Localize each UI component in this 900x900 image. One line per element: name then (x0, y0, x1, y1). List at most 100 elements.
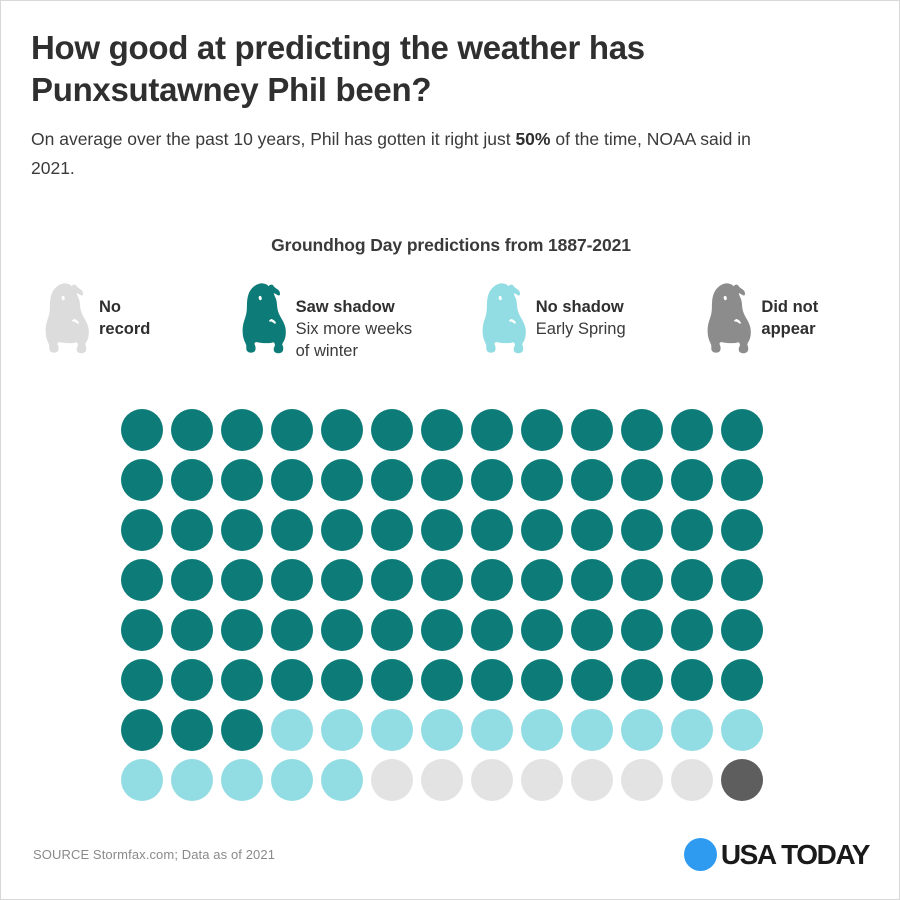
legend-item-did-not-appear: Did not appear (703, 283, 863, 357)
waffle-dot (721, 759, 763, 801)
waffle-dot (321, 759, 363, 801)
waffle-dot (721, 459, 763, 501)
waffle-dot (671, 509, 713, 551)
waffle-dot (171, 409, 213, 451)
waffle-dot (221, 659, 263, 701)
subtitle-text-before: On average over the past 10 years, Phil … (31, 129, 516, 150)
legend-text: Saw shadow Six more weeks of winter (296, 283, 412, 362)
waffle-dot (521, 659, 563, 701)
waffle-dot (421, 709, 463, 751)
waffle-dot (121, 659, 163, 701)
waffle-dot (671, 409, 713, 451)
legend-label: No shadow (535, 298, 624, 316)
waffle-dot (671, 659, 713, 701)
waffle-dot (221, 709, 263, 751)
legend-sublabel: Early Spring (535, 319, 626, 338)
waffle-dot (571, 759, 613, 801)
waffle-dot (571, 509, 613, 551)
waffle-dot (471, 459, 513, 501)
legend: No record Saw shadow Six more weeks of winte… (41, 283, 871, 362)
waffle-dot (471, 409, 513, 451)
page-subtitle: On average over the past 10 years, Phil … (31, 125, 766, 182)
waffle-dot (321, 459, 363, 501)
waffle-dot (471, 659, 513, 701)
waffle-dot (571, 459, 613, 501)
subtitle-highlight: 50% (515, 129, 551, 150)
waffle-dot (171, 509, 213, 551)
waffle-dot (721, 659, 763, 701)
logo-wordmark: USA TODAY (720, 838, 871, 870)
waffle-dot (721, 609, 763, 651)
waffle-dot (121, 409, 163, 451)
legend-label-line2: record (99, 319, 151, 338)
waffle-dot (621, 459, 663, 501)
waffle-dot (471, 559, 513, 601)
waffle-dot (521, 459, 563, 501)
waffle-dot (321, 609, 363, 651)
waffle-dot (521, 759, 563, 801)
legend-item-no-record: No record (41, 283, 230, 357)
legend-label: No (99, 298, 121, 316)
waffle-dot (471, 759, 513, 801)
waffle-dot (521, 509, 563, 551)
legend-sublabel: Six more weeks (295, 319, 413, 338)
waffle-dot (621, 659, 663, 701)
waffle-dot (471, 509, 513, 551)
waffle-dot (221, 459, 263, 501)
waffle-dot (371, 659, 413, 701)
waffle-dot (121, 609, 163, 651)
waffle-dot (621, 409, 663, 451)
waffle-dot (321, 659, 363, 701)
waffle-dot (371, 759, 413, 801)
waffle-dot (421, 459, 463, 501)
usa-today-logo: USA TODAY (683, 838, 871, 871)
waffle-dot (171, 709, 213, 751)
legend-text: No shadow Early Spring (536, 283, 626, 341)
waffle-dot (521, 709, 563, 751)
waffle-dot (121, 509, 163, 551)
waffle-dot (271, 759, 313, 801)
waffle-dot (371, 559, 413, 601)
legend-sublabel-line2: of winter (295, 341, 358, 360)
page-title: How good at predicting the weather has P… (31, 29, 645, 109)
waffle-dot (171, 759, 213, 801)
waffle-dot (271, 509, 313, 551)
waffle-dot (671, 609, 713, 651)
waffle-dot (171, 559, 213, 601)
waffle-dot (621, 759, 663, 801)
waffle-dot (521, 409, 563, 451)
waffle-dot (571, 609, 613, 651)
waffle-dot (621, 709, 663, 751)
waffle-dot (271, 659, 313, 701)
source-attribution: SOURCE Stormfax.com; Data as of 2021 (33, 847, 276, 862)
legend-text: Did not appear (761, 283, 818, 341)
waffle-dot (571, 709, 613, 751)
waffle-dot (721, 509, 763, 551)
waffle-dot (421, 759, 463, 801)
waffle-dot (371, 709, 413, 751)
waffle-dot (471, 709, 513, 751)
waffle-dot (271, 459, 313, 501)
waffle-dot (571, 409, 613, 451)
waffle-dot (371, 509, 413, 551)
footer: SOURCE Stormfax.com; Data as of 2021 USA… (33, 838, 871, 871)
waffle-dot (171, 659, 213, 701)
waffle-dot (421, 509, 463, 551)
waffle-dot (221, 559, 263, 601)
waffle-dot (221, 759, 263, 801)
waffle-dot (321, 709, 363, 751)
waffle-dot (371, 459, 413, 501)
waffle-dot (721, 409, 763, 451)
logo-circle-icon (683, 838, 717, 871)
subtitle-text-after: of the time, NOAA said in 2021. (31, 129, 751, 178)
waffle-dot (421, 659, 463, 701)
waffle-dot (171, 609, 213, 651)
waffle-dot (271, 559, 313, 601)
groundhog-icon (242, 283, 286, 354)
waffle-dot (221, 409, 263, 451)
groundhog-icon (708, 283, 752, 354)
waffle-dot (621, 559, 663, 601)
waffle-dot (371, 409, 413, 451)
waffle-dot (621, 609, 663, 651)
